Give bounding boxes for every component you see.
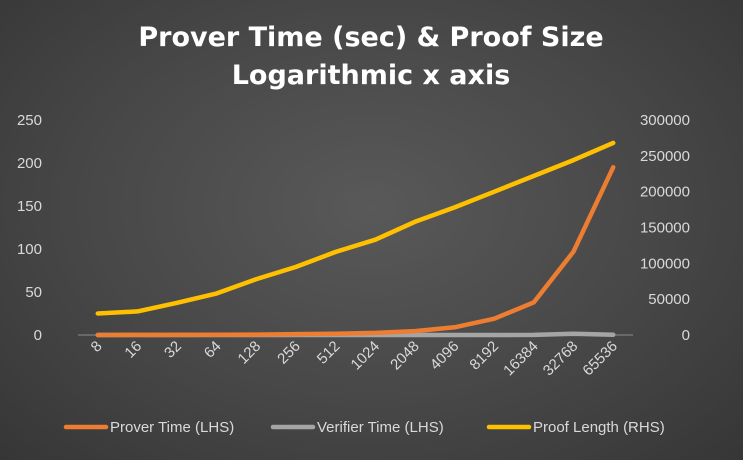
y-left-tick-label: 100 (17, 241, 42, 258)
y-right-tick-label: 250000 (640, 148, 690, 165)
x-tick-label: 256 (274, 338, 304, 368)
y-right-tick-label: 100000 (640, 255, 690, 272)
x-tick-label: 65536 (579, 338, 621, 380)
x-tick-label: 16 (121, 338, 145, 362)
x-tick-label: 64 (201, 338, 225, 362)
series-line-prover-time-lhs (95, 165, 616, 338)
chart-title: Prover Time (sec) & Proof Size (138, 22, 603, 53)
x-tick-label: 32768 (540, 338, 582, 380)
y-left-tick-label: 50 (25, 284, 42, 301)
x-tick-label: 1024 (348, 338, 384, 374)
y-right-tick-label: 50000 (648, 291, 690, 308)
y-left-tick-label: 150 (17, 198, 42, 215)
legend-label: Prover Time (LHS) (110, 419, 234, 436)
series-line-proof-length-rhs (95, 140, 616, 316)
x-tick-label: 512 (314, 338, 344, 368)
x-tick-label: 8 (88, 338, 106, 356)
x-tick-label: 4096 (427, 338, 463, 374)
y-left-tick-label: 200 (17, 155, 42, 172)
chart-subtitle: Logarithmic x axis (232, 60, 511, 91)
legend: Prover Time (LHS) Verifier Time (LHS) Proo… (63, 419, 665, 436)
y-left-tick-label: 250 (17, 112, 42, 129)
y-left-tick-label: 0 (34, 327, 42, 344)
y-right-tick-label: 150000 (640, 220, 690, 237)
y-right-tick-label: 300000 (640, 112, 690, 129)
x-tick-label: 16384 (500, 338, 542, 380)
x-tick-label: 128 (235, 338, 265, 368)
legend-label: Verifier Time (LHS) (317, 419, 444, 436)
x-tick-label: 8192 (466, 338, 502, 374)
y-right-tick-label: 200000 (640, 184, 690, 201)
x-tick-label: 2048 (387, 338, 423, 374)
legend-label: Proof Length (RHS) (533, 419, 665, 436)
series-layer (95, 140, 616, 338)
y-right-tick-label: 0 (682, 327, 690, 344)
x-tick-label: 32 (161, 338, 185, 362)
